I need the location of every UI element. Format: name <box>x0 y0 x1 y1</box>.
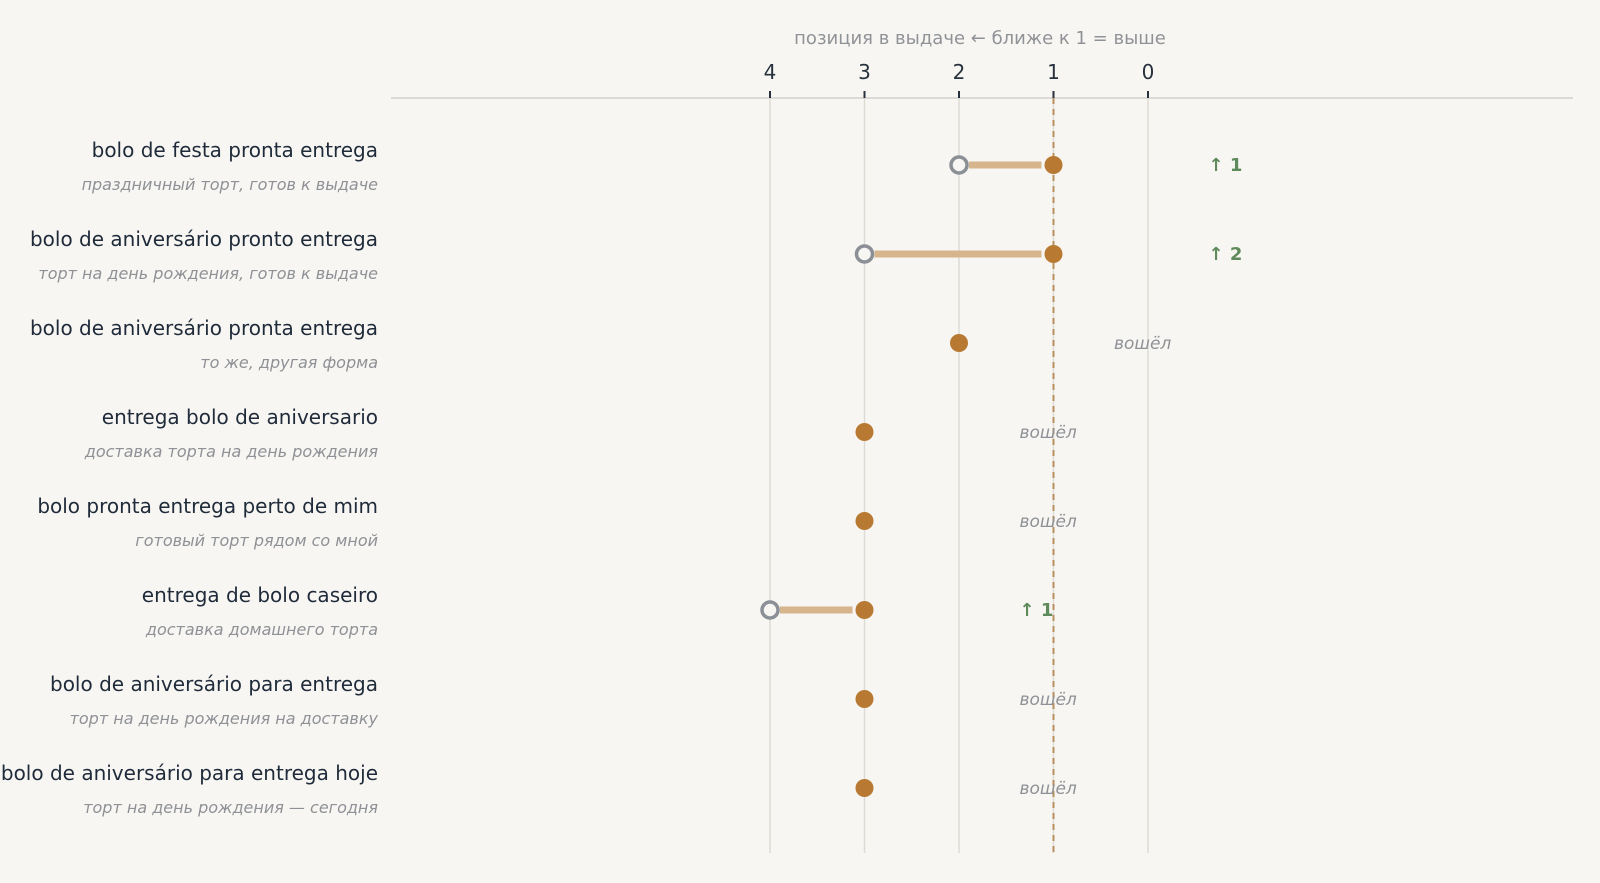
row-label: entrega de bolo caseiro <box>142 583 378 607</box>
row-subtitle: доставка домашнего торта <box>145 620 378 639</box>
row: bolo pronta entrega perto de mim готовый … <box>37 494 1077 550</box>
previous-position-marker <box>949 155 969 175</box>
axis-ticks: 4 3 2 1 0 <box>764 60 1155 98</box>
new-entry-label: вошёл <box>1020 512 1077 532</box>
tick-label: 1 <box>1047 60 1060 84</box>
row-label: bolo de aniversário para entrega <box>50 672 378 696</box>
current-position-marker <box>950 334 968 352</box>
row: bolo de festa pronta entrega праздничный … <box>82 138 1243 194</box>
row: entrega de bolo caseiro доставка домашнег… <box>142 583 1054 639</box>
current-position-marker <box>855 690 874 708</box>
row-subtitle: праздничный торт, готов к выдаче <box>82 175 379 194</box>
current-position-marker <box>1044 245 1063 263</box>
row-subtitle: то же, другая форма <box>200 353 378 372</box>
row-subtitle: торт на день рождения — сегодня <box>83 798 378 817</box>
axis-title: позиция в выдаче ← ближе к 1 = выше <box>794 28 1166 49</box>
row: bolo de aniversário pronta entrega то же,… <box>30 316 1171 372</box>
new-entry-label: вошёл <box>1114 334 1171 354</box>
row: entrega bolo de aniversario доставка торт… <box>84 405 1077 461</box>
row-subtitle: доставка торта на день рождения <box>84 442 379 461</box>
current-position-marker <box>855 779 874 797</box>
previous-position-marker <box>760 600 780 620</box>
row-subtitle: готовый торт рядом со мной <box>135 531 378 550</box>
new-entry-label: вошёл <box>1020 779 1077 799</box>
tick-label: 2 <box>953 60 966 84</box>
new-entry-label: вошёл <box>1020 690 1077 710</box>
rows: bolo de festa pronta entrega праздничный … <box>1 138 1243 817</box>
rank-change-label: ↑ 1 <box>1020 600 1054 621</box>
row-label: bolo pronta entrega perto de mim <box>37 494 378 518</box>
row: bolo de aniversário pronto entrega торт н… <box>30 227 1242 283</box>
rank-change-label: ↑ 2 <box>1209 244 1243 265</box>
previous-position-marker <box>854 244 875 264</box>
new-entry-label: вошёл <box>1020 423 1077 443</box>
current-position-marker <box>855 512 874 530</box>
tick-label: 0 <box>1142 60 1155 84</box>
rank-change-label: ↑ 1 <box>1209 155 1243 176</box>
row-label: bolo de aniversário para entrega hoje <box>1 761 378 785</box>
tick-label: 3 <box>858 60 871 84</box>
row: bolo de aniversário para entrega торт на … <box>50 672 1077 728</box>
current-position-marker <box>1044 156 1063 174</box>
row-label: bolo de aniversário pronta entrega <box>30 316 378 340</box>
row: bolo de aniversário para entrega hoje тор… <box>1 761 1077 817</box>
row-label: bolo de festa pronta entrega <box>92 138 378 162</box>
grid-lines <box>769 98 1149 853</box>
row-subtitle: торт на день рождения, готов к выдаче <box>38 264 378 283</box>
tick-label: 4 <box>764 60 777 84</box>
row-label: bolo de aniversário pronto entrega <box>30 227 378 251</box>
current-position-marker <box>855 601 874 619</box>
current-position-marker <box>855 423 874 441</box>
row-subtitle: торт на день рождения на доставку <box>70 709 379 728</box>
row-label: entrega bolo de aniversario <box>102 405 378 429</box>
